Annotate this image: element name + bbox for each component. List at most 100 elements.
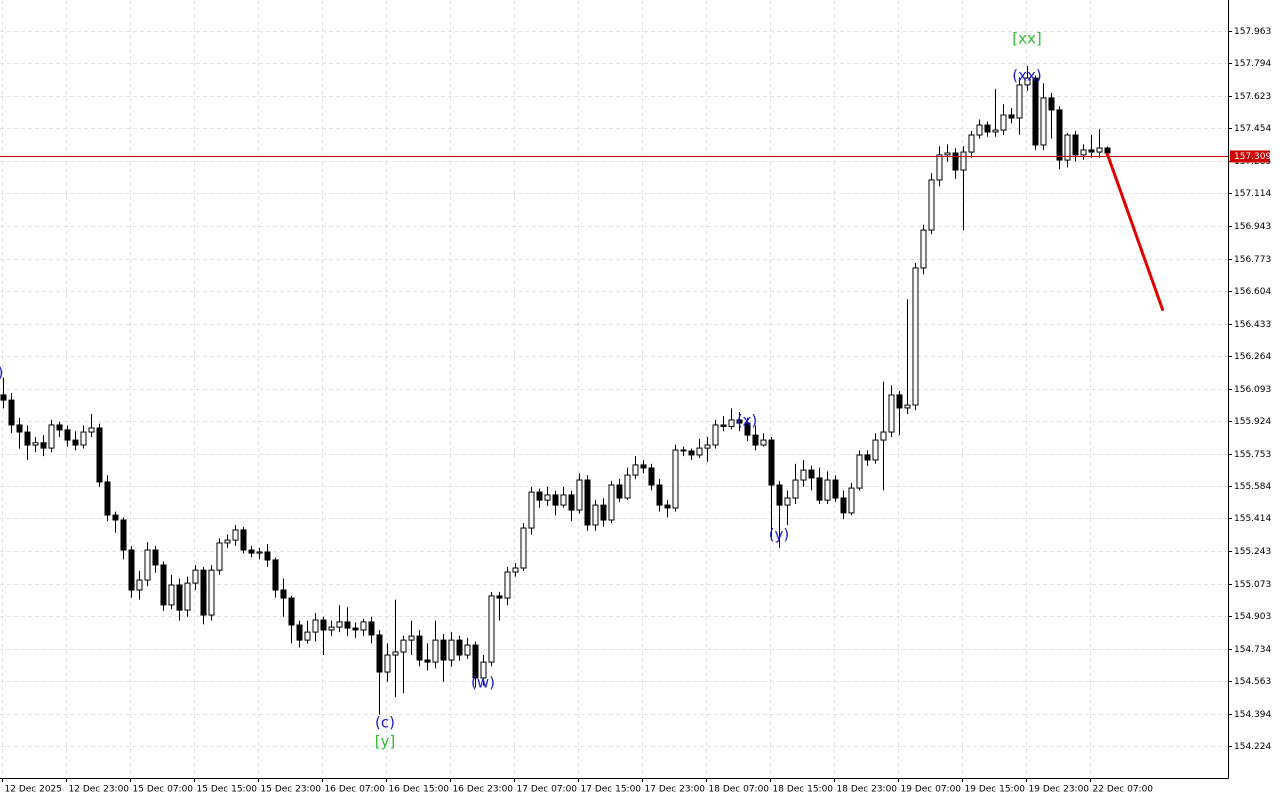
y-tick-label: 156.264	[1234, 352, 1271, 362]
candle-body	[64, 429, 71, 441]
x-tick-label: 19 Dec 23:00	[1029, 785, 1090, 795]
candle-body	[264, 551, 271, 561]
candle-body	[672, 449, 679, 509]
candle-body	[80, 431, 87, 446]
candle-body	[496, 595, 503, 599]
candle-body	[912, 267, 919, 406]
candle-body	[352, 627, 359, 631]
candle-body	[504, 571, 511, 599]
candle-body	[1008, 114, 1015, 119]
wave-label: (w)	[471, 673, 495, 691]
candle-body	[864, 454, 871, 461]
candle-body	[888, 394, 895, 433]
candle-body	[88, 427, 95, 433]
y-tick-label: 154.224	[1234, 742, 1271, 752]
candle-body	[1032, 77, 1039, 146]
candle-body	[816, 477, 823, 501]
candle-body	[696, 447, 703, 456]
y-tick-label: 155.584	[1234, 482, 1271, 492]
candle-body	[608, 484, 615, 521]
candle-body	[752, 434, 759, 446]
candle-body	[656, 484, 663, 506]
candle-body	[16, 424, 23, 433]
candle-body	[1040, 97, 1047, 146]
candle-body	[272, 559, 279, 591]
candle-body	[448, 639, 455, 661]
candle-body	[680, 449, 687, 452]
candle-body	[400, 639, 407, 653]
candle-body	[112, 514, 119, 521]
candle-body	[936, 154, 943, 181]
candle-body	[536, 491, 543, 501]
candle-body	[176, 584, 183, 611]
candle-body	[0, 394, 7, 401]
x-tick-label: 15 Dec 07:00	[133, 785, 194, 795]
candle-body	[184, 582, 191, 611]
y-tick-label: 155.243	[1234, 547, 1271, 557]
candle-body	[464, 644, 471, 656]
candle-body	[120, 519, 127, 551]
candle-body	[560, 494, 567, 506]
candle-body	[160, 564, 167, 606]
y-tick-label: 156.604	[1234, 287, 1271, 297]
y-tick-label: 155.414	[1234, 514, 1271, 524]
candle-body	[136, 579, 143, 591]
candle-body	[1000, 114, 1007, 131]
y-tick-label: 157.114	[1234, 189, 1271, 199]
candle-body	[1064, 134, 1071, 161]
x-tick-label: 19 Dec 15:00	[965, 785, 1026, 795]
grid	[0, 0, 1228, 778]
candle-body	[456, 639, 463, 656]
candle-body	[1072, 134, 1079, 156]
y-tick-label: 156.093	[1234, 385, 1271, 395]
y-tick-label: 156.433	[1234, 320, 1271, 330]
candle-body	[440, 639, 447, 661]
candle-body	[840, 497, 847, 514]
candle-body	[584, 479, 591, 526]
candle-body	[976, 124, 983, 136]
candle-body	[72, 439, 79, 446]
wave-label: (c)	[375, 714, 395, 732]
candle-body	[992, 129, 999, 133]
x-tick-label: 22 Dec 07:00	[1093, 785, 1154, 795]
y-tick-label: 157.963	[1234, 27, 1271, 37]
wave-label: (xx)	[1012, 66, 1041, 84]
candle-body	[616, 484, 623, 499]
candle-body	[664, 504, 671, 509]
candle-body	[832, 479, 839, 499]
candle-body	[848, 487, 855, 514]
candle-body	[1104, 147, 1111, 154]
x-tick-label: 16 Dec 07:00	[325, 785, 386, 795]
candle-body	[152, 549, 159, 566]
marks: ) (c)[y] (w) (x) (y) (xx) [xx]	[0, 30, 1228, 751]
price-label: 157.309	[1234, 152, 1271, 162]
wave-label: [y]	[375, 733, 396, 751]
candle-body	[48, 424, 55, 449]
x-tick-label: 16 Dec 15:00	[389, 785, 450, 795]
candle-body	[104, 481, 111, 516]
candle-body	[576, 479, 583, 511]
candle-body	[424, 659, 431, 663]
x-tick-label: 19 Dec 07:00	[901, 785, 962, 795]
y-tick-label: 156.943	[1234, 222, 1271, 232]
candle-body	[712, 424, 719, 446]
candle-body	[384, 654, 391, 673]
candle-body	[744, 422, 751, 436]
candle-body	[24, 431, 31, 446]
candle-body	[952, 152, 959, 171]
candle-body	[800, 469, 807, 481]
candle-body	[728, 419, 735, 427]
candle-body	[1024, 77, 1031, 86]
candle-body	[320, 619, 327, 631]
candle-body	[40, 442, 47, 449]
candle-body	[280, 589, 287, 599]
y-tick-label: 154.563	[1234, 677, 1271, 687]
candle-body	[768, 439, 775, 486]
x-tick-label: 17 Dec 23:00	[645, 785, 706, 795]
candle-body	[856, 454, 863, 489]
x-tick-label: 12 Dec 2025	[5, 785, 63, 795]
x-tick-label: 18 Dec 23:00	[837, 785, 898, 795]
candle-body	[200, 569, 207, 616]
y-tick-label: 157.794	[1234, 59, 1271, 69]
y-tick-label: 157.454	[1234, 124, 1271, 134]
